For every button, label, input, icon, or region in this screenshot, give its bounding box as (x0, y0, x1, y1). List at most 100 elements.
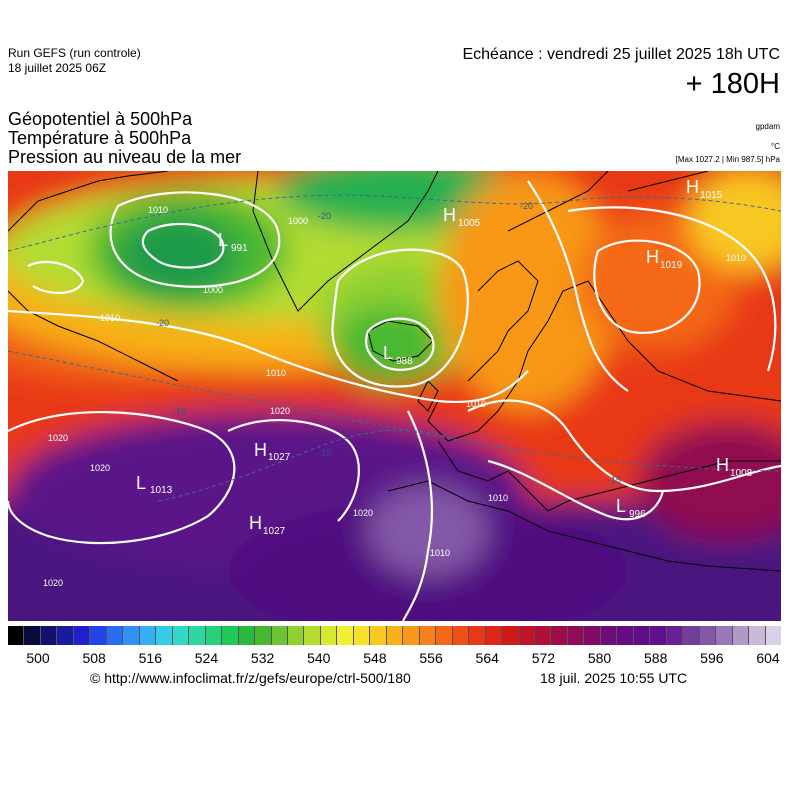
weather-map-svg: L 991 H 1005 H 1015 H 1019 L 988 H 1027 … (8, 171, 781, 621)
colorbar-swatch (683, 626, 700, 645)
colorbar-swatch (156, 626, 173, 645)
pressure-center-marker: L (218, 230, 228, 250)
colorbar-swatch (304, 626, 321, 645)
colorbar-swatch (222, 626, 239, 645)
colorbar-swatch (650, 626, 667, 645)
pressure-center-value: 996 (629, 509, 646, 520)
pressure-center-value: 991 (231, 243, 248, 254)
colorbar-swatch (633, 626, 651, 645)
credit-link[interactable]: © http://www.infoclimat.fr/z/gefs/europe… (90, 670, 411, 686)
isobar-label: 1020 (43, 578, 63, 588)
colorbar-swatch (8, 626, 25, 645)
temperature-label: -20 (318, 211, 331, 221)
colorbar-tick: 580 (587, 650, 612, 666)
temperature-label: -20 (520, 201, 533, 211)
colorbar-swatch (139, 626, 157, 645)
colorbar-swatch (567, 626, 585, 645)
isobar-label: 1010 (100, 313, 120, 323)
pressure-center-value: 1013 (150, 485, 173, 496)
colorbar-swatch (337, 626, 354, 645)
pressure-center-marker: H (443, 205, 456, 225)
colorbar (8, 626, 782, 645)
run-name: Run GEFS (run controle) (8, 46, 141, 60)
isobar-label: 1010 (266, 368, 286, 378)
isobar-label: 1020 (48, 433, 68, 443)
pressure-center-marker: H (249, 513, 262, 533)
temperature-label: -15 (173, 406, 186, 416)
isobar-label: 1020 (90, 463, 110, 473)
unit-geopotential: gpdam (755, 122, 780, 131)
pressure-center-value: 1019 (660, 260, 683, 271)
isobar-label: 1010 (430, 548, 450, 558)
colorbar-tick: 524 (194, 650, 219, 666)
pressure-center-value: 1005 (458, 218, 481, 229)
coastlines (8, 171, 781, 572)
isobar-label: 1000 (203, 285, 223, 295)
colorbar-swatch (255, 626, 272, 645)
colorbar-swatch (40, 626, 58, 645)
colorbar-swatch (73, 626, 91, 645)
valid-time: Echéance : vendredi 25 juillet 2025 18h … (462, 46, 780, 63)
colorbar-swatch (485, 626, 503, 645)
pressure-center-marker: L (383, 343, 393, 363)
colorbar-tick: 572 (531, 650, 556, 666)
colorbar-swatch (584, 626, 601, 645)
colorbar-tick: 564 (475, 650, 499, 666)
pressure-center-marker: H (716, 455, 729, 475)
colorbar-tick: 604 (756, 650, 780, 666)
colorbar-swatch (699, 626, 717, 645)
colorbar-swatch (271, 626, 288, 645)
pressure-centers: L 991 H 1005 H 1015 H 1019 L 988 H 1027 … (136, 177, 753, 537)
colorbar-swatch (287, 626, 305, 645)
pressure-range: [Max 1027.2 | Min 987.5] hPa (675, 155, 780, 164)
colorbar-swatch (189, 626, 206, 645)
colorbar-swatch (205, 626, 223, 645)
temperature-label: -15 (608, 475, 621, 485)
colorbar-tick: 556 (419, 650, 443, 666)
colorbar-tick: 548 (363, 650, 387, 666)
isobar-label: 1010 (726, 253, 746, 263)
colorbar-swatch (617, 626, 634, 645)
colorbar-swatch (518, 626, 535, 645)
colorbar-swatch (732, 626, 750, 645)
temperature-labels: -20 -20 -20 -15 -10 -15 (156, 201, 621, 485)
colorbar-swatch (172, 626, 190, 645)
pressure-center-value: 1015 (700, 190, 723, 201)
colorbar-swatch (386, 626, 404, 645)
geopotential-field (8, 171, 781, 621)
colorbar-swatch (320, 626, 338, 645)
pressure-center-value: 1008 (730, 468, 753, 479)
colorbar-swatch (469, 626, 486, 645)
temperature-label: -10 (318, 448, 331, 458)
colorbar-swatch (551, 626, 568, 645)
isobar-label: 1020 (270, 406, 290, 416)
colorbar-swatch (436, 626, 453, 645)
colorbar-swatch (24, 626, 41, 645)
colorbar-tick: 500 (26, 650, 50, 666)
colorbar-labels: 500 508 516 524 532 540 548 556 564 572 … (8, 650, 781, 668)
pressure-center-marker: H (646, 247, 659, 267)
run-date: 18 juillet 2025 06Z (8, 61, 107, 75)
pressure-center-marker: H (686, 177, 699, 197)
colorbar-swatch (238, 626, 256, 645)
isobars (8, 180, 781, 621)
isobar-label: 1020 (353, 508, 373, 518)
isobar-label: 1000 (288, 216, 308, 226)
colorbar-swatch (353, 626, 371, 645)
pressure-center-value: 988 (396, 356, 413, 367)
colorbar-tick: 540 (307, 650, 331, 666)
isobar-labels: 1010 1000 1010 1010 1020 1020 1020 1020 … (43, 205, 746, 588)
colorbar-tick: 532 (250, 650, 275, 666)
isobar-label: 1010 (466, 399, 486, 409)
pressure-center-value: 1027 (268, 452, 291, 463)
colorbar-swatch (57, 626, 74, 645)
isobar-label: 1010 (488, 493, 508, 503)
colorbar-swatch (600, 626, 618, 645)
colorbar-swatch (370, 626, 387, 645)
colorbar-swatch (666, 626, 684, 645)
pressure-center-marker: L (136, 473, 146, 493)
colorbar-swatch (716, 626, 733, 645)
colorbar-swatch (403, 626, 420, 645)
pressure-center-marker: H (254, 440, 267, 460)
isobar-label: 1010 (148, 205, 168, 215)
